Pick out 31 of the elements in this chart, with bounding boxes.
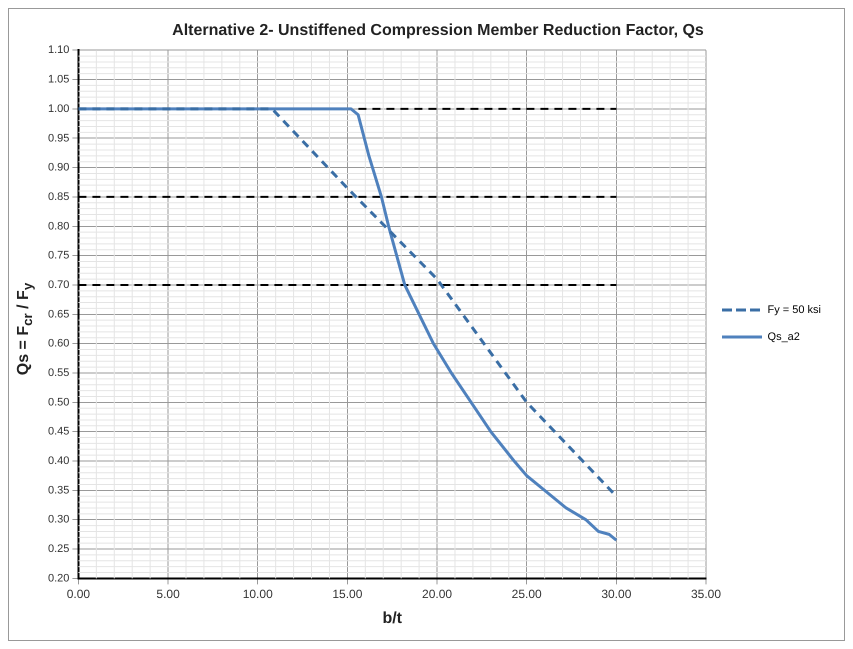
- x-tick-label: 0.00: [66, 586, 90, 601]
- y-tick-label: 0.50: [48, 396, 70, 408]
- y-tick-label: 1.10: [48, 44, 70, 56]
- x-tick-label: 30.00: [601, 586, 632, 601]
- y-tick-label: 0.20: [48, 572, 70, 584]
- y-tick-label: 0.65: [48, 308, 70, 320]
- y-tick-label: 0.80: [48, 220, 70, 232]
- x-tick-label: 35.00: [690, 586, 722, 601]
- y-tick-label: 0.60: [48, 338, 70, 350]
- y-tick-label: 0.30: [48, 514, 70, 526]
- y-tick-label: 0.85: [48, 190, 70, 203]
- y-tick-label: 0.75: [48, 250, 70, 262]
- x-tick-label: 25.00: [512, 586, 542, 601]
- y-tick-label: 0.90: [48, 162, 70, 174]
- y-tick-label: 1.00: [48, 102, 70, 115]
- y-tick-label: 0.70: [48, 278, 70, 291]
- x-axis-title: b/t: [382, 610, 403, 627]
- y-tick-label: 0.35: [48, 484, 70, 496]
- y-tick-label: 0.55: [48, 367, 70, 380]
- y-tick-label: 1.05: [48, 74, 70, 86]
- x-tick-label: 20.00: [422, 586, 452, 601]
- y-tick-label: 0.40: [48, 455, 70, 468]
- y-tick-label: 0.95: [48, 132, 70, 144]
- chart-title: Alternative 2- Unstiffened Compression Member Reduction Factor, Qs: [172, 22, 704, 40]
- y-tick-label: 0.45: [48, 426, 70, 438]
- legend-label: Fy = 50 ksi: [768, 304, 822, 316]
- y-tick-label: 0.25: [48, 543, 70, 556]
- x-tick-label: 5.00: [156, 586, 180, 601]
- legend-label: Qs_a2: [768, 331, 800, 344]
- x-tick-label: 10.00: [242, 586, 274, 601]
- x-tick-label: 15.00: [332, 586, 363, 601]
